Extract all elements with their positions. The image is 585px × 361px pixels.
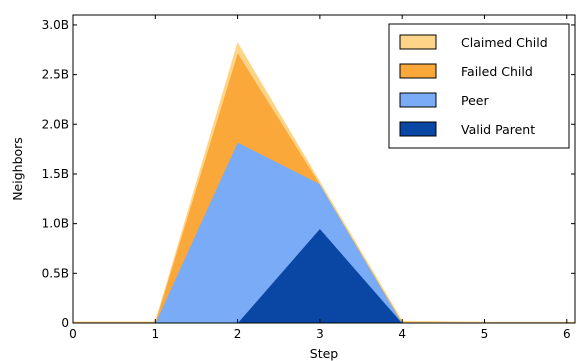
axis-ticks: 0 1 2 3 4 5 6 0 0.5B 1.0B 1.5B 2.0B 2.5B 3.0B: [42, 15, 575, 341]
y-tick-label: 1.5B: [42, 167, 69, 181]
plot-frame: [72, 14, 576, 324]
legend-label: Peer: [461, 93, 489, 108]
x-tick-label: 6: [563, 327, 571, 341]
legend-swatch: [399, 34, 437, 50]
x-tick-label: 1: [151, 327, 159, 341]
legend-label: Claimed Child: [461, 35, 548, 50]
y-tick-label: 2.0B: [42, 117, 69, 131]
legend-label: Failed Child: [461, 64, 533, 79]
y-axis-label: Neighbors: [10, 137, 25, 201]
x-tick-label: 4: [398, 327, 406, 341]
legend-swatch: [399, 63, 437, 79]
y-tick-label: 0: [61, 316, 69, 330]
x-axis-label: Step: [310, 346, 339, 361]
y-tick-label: 0.5B: [42, 266, 69, 280]
x-tick-label: 3: [316, 327, 324, 341]
y-tick-label: 1.0B: [42, 217, 69, 231]
legend-swatch: [399, 121, 437, 137]
legend-label: Valid Parent: [461, 122, 535, 137]
y-tick-label: 3.0B: [42, 18, 69, 32]
x-tick-label: 0: [69, 327, 77, 341]
y-tick-label: 2.5B: [42, 68, 69, 82]
x-tick-label: 2: [234, 327, 242, 341]
legend-swatch: [399, 92, 437, 108]
x-tick-label: 5: [481, 327, 489, 341]
legend: Claimed Child Failed Child Peer Valid Paren…: [388, 23, 570, 149]
